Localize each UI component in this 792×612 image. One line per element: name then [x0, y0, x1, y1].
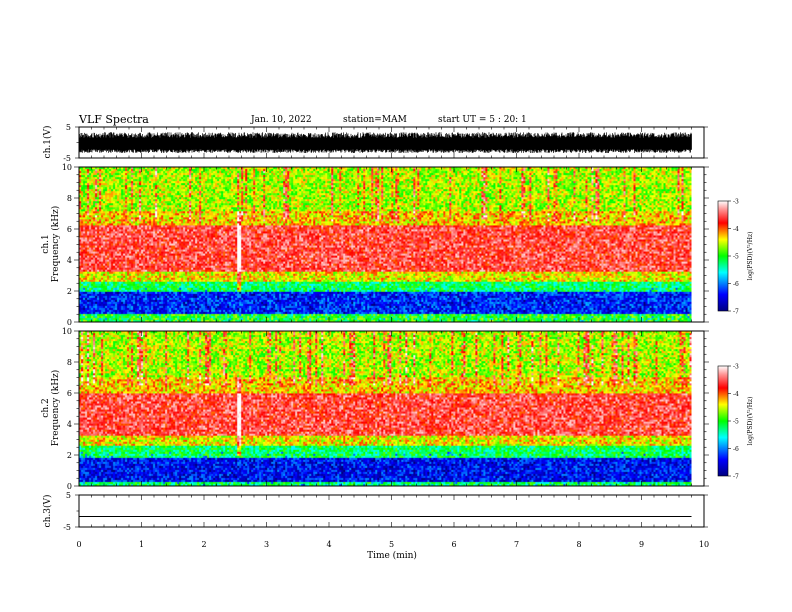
freq-tick-label: 0: [67, 318, 72, 327]
time-tick-label: 7: [514, 540, 519, 549]
time-axis-label: Time (min): [367, 550, 417, 561]
time-tick-label: 3: [264, 540, 269, 549]
date-label: Jan. 10, 2022: [251, 115, 312, 125]
colorbar-tick-label: -3: [733, 199, 739, 206]
time-tick-label: 6: [451, 540, 456, 549]
ch1-channel-label: ch.1: [41, 234, 51, 253]
colorbar-tick-label: -5: [733, 419, 739, 426]
ch1-waveform-panel: [78, 132, 692, 153]
freq-tick-label: 10: [62, 327, 72, 336]
freq-tick-label: 0: [67, 482, 72, 491]
ch2-channel-label: ch.2: [41, 398, 51, 417]
volt-tick-label: -5: [63, 154, 71, 163]
time-tick-label: 0: [76, 540, 81, 549]
ch2-colorbar-ticks: -3 -4 -5 -6 -7: [728, 364, 739, 481]
ch1-colorbar-label: log(PSD)(V²/Hz): [747, 232, 754, 281]
colorbar-tick-label: -6: [733, 281, 739, 288]
volt-tick-label: 5: [66, 123, 71, 132]
start-time-label: start UT = 5 : 20: 1: [438, 115, 527, 125]
freq-tick-label: 10: [62, 163, 72, 172]
freq-tick-label: 8: [67, 358, 72, 367]
freq-tick-label: 6: [67, 225, 72, 234]
colorbar-tick-label: -3: [733, 364, 739, 371]
time-tick-label: 5: [389, 540, 394, 549]
time-tick-label: 8: [576, 540, 581, 549]
freq-tick-label: 6: [67, 389, 72, 398]
ch1-colorbar-ticks: -3 -4 -5 -6 -7: [728, 199, 739, 316]
freq-tick-label: 4: [67, 256, 72, 265]
freq-tick-label: 8: [67, 194, 72, 203]
ch2-spectrogram: [79, 331, 692, 486]
ch1-volt-axis-label: ch.1(V): [42, 126, 53, 159]
volt-tick-label: 5: [66, 491, 71, 500]
station-label: station=MAM: [343, 115, 407, 125]
ch1-colorbar-gradient: [717, 200, 729, 312]
chart-title: VLF Spectra: [79, 113, 149, 126]
freq-tick-label: 2: [67, 287, 72, 296]
time-tick-label: 2: [201, 540, 206, 549]
volt-tick-label: -5: [63, 523, 71, 532]
colorbar-tick-label: -4: [733, 226, 739, 233]
ch1-spectrogram-raster: [79, 167, 692, 322]
colorbar-tick-label: -7: [733, 474, 739, 481]
colorbar-tick-label: -6: [733, 446, 739, 453]
time-tick-label: 9: [639, 540, 644, 549]
colorbar-tick-label: -7: [733, 309, 739, 316]
ch1-colorbar: -3 -4 -5 -6 -7 log(PSD)(V²/Hz): [717, 199, 754, 316]
ch2-spectrogram-raster: [79, 331, 692, 486]
ch2-colorbar: -3 -4 -5 -6 -7 log(PSD)(V²/Hz): [717, 364, 754, 481]
ch3-volt-axis-label: ch.3(V): [42, 495, 53, 528]
ch1-waveform-trace: [78, 132, 692, 153]
ch2-freq-axis-label: Frequency (kHz): [50, 370, 61, 447]
ch1-freq-axis-label: Frequency (kHz): [50, 206, 61, 283]
ch2-colorbar-label: log(PSD)(V²/Hz): [747, 397, 754, 446]
colorbar-tick-label: -5: [733, 254, 739, 261]
colorbar-tick-label: -4: [733, 391, 739, 398]
time-tick-label: 10: [699, 540, 709, 549]
time-tick-label: 1: [139, 540, 144, 549]
time-tick-label: 4: [326, 540, 331, 549]
ch2-colorbar-gradient: [717, 365, 729, 477]
freq-tick-label: 4: [67, 420, 72, 429]
freq-tick-label: 2: [67, 451, 72, 460]
ch1-spectrogram: [79, 167, 692, 322]
